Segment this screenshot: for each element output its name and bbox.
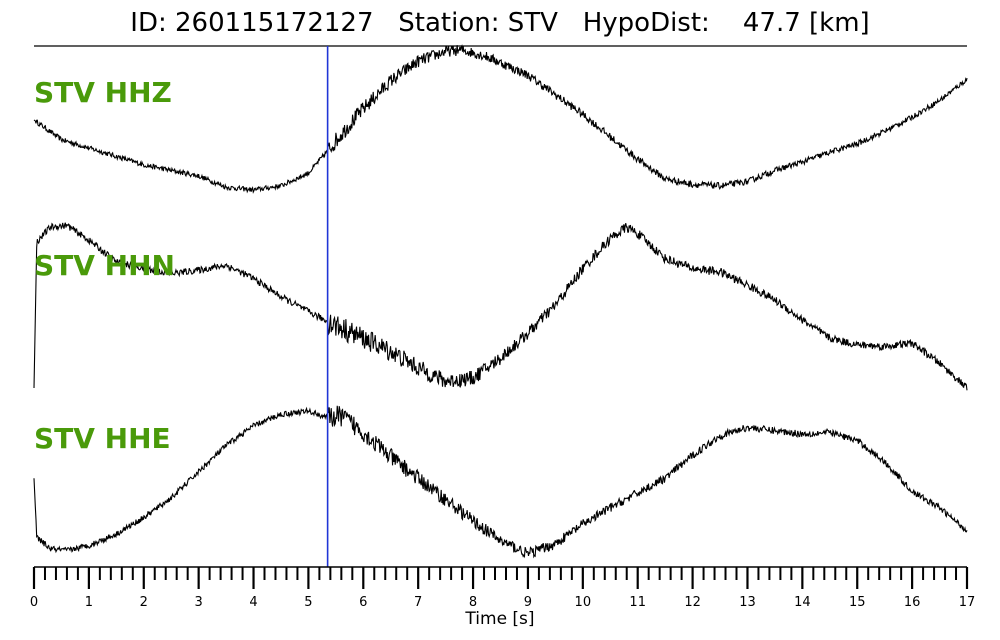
chart-title: ID: 260115172127 Station: STV HypoDist: …: [130, 8, 870, 38]
x-tick-label: 12: [684, 595, 701, 610]
channel-label-group: STV HHZ STV HHN STV HHE: [34, 76, 175, 455]
x-tick-label: 4: [249, 595, 257, 610]
x-tick-label: 13: [739, 595, 756, 610]
channel-label-stv-hhe: STV HHE: [34, 422, 171, 455]
time-axis: 0 1 2 3 4 5 6 7 8 9 10 11 12 13 14 15 16 17: [30, 566, 976, 610]
trace-stv-hhe: [33, 405, 968, 559]
channel-label-stv-hhz: STV HHZ: [34, 76, 172, 109]
x-tick-label: 2: [140, 595, 148, 610]
trace-stv-hhn: [33, 222, 968, 391]
x-tick-label: 17: [959, 595, 976, 610]
x-tick-label: 16: [904, 595, 921, 610]
x-tick-label: 11: [629, 595, 646, 610]
x-tick-label: 7: [414, 595, 422, 610]
x-tick-label: 15: [849, 595, 866, 610]
x-tick-label: 8: [469, 595, 477, 610]
x-tick-label: 5: [304, 595, 312, 610]
trace-group: [33, 44, 968, 559]
x-tick-label: 0: [30, 595, 38, 610]
x-tick-label: 3: [195, 595, 203, 610]
x-axis-label: Time [s]: [464, 609, 534, 629]
channel-label-stv-hhn: STV HHN: [34, 249, 175, 282]
x-tick-label: 14: [794, 595, 811, 610]
x-tick-label: 1: [85, 595, 93, 610]
x-tick-label: 6: [359, 595, 367, 610]
trace-stv-hhz: [33, 44, 968, 194]
x-tick-label: 10: [575, 595, 592, 610]
x-tick-label: 9: [524, 595, 532, 610]
